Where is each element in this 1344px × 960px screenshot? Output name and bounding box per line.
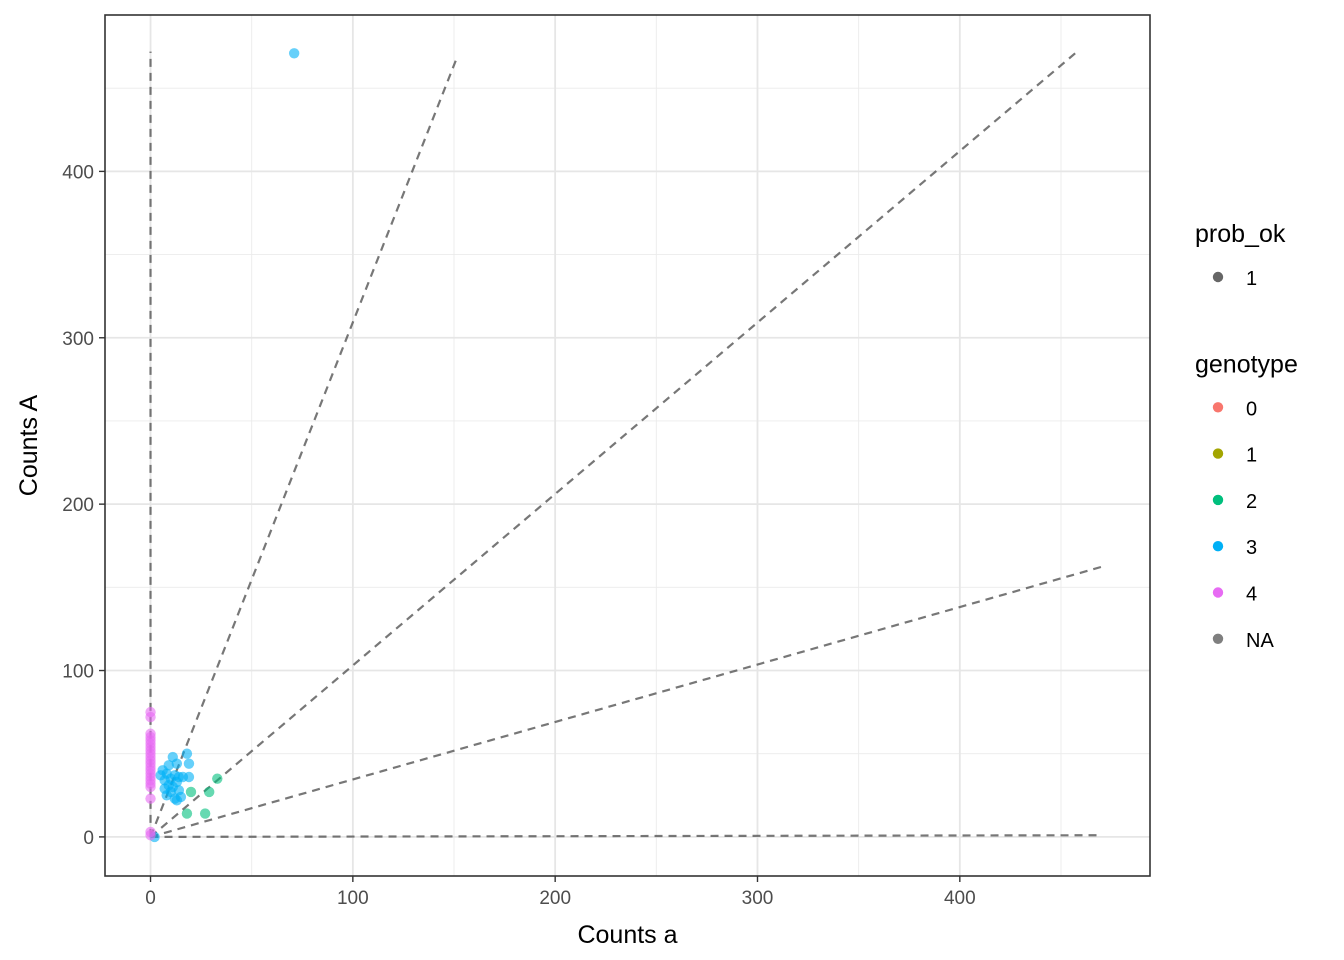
y-axis-title: Counts A — [15, 394, 43, 496]
legend-key — [1212, 271, 1224, 283]
legend-label: 3 — [1246, 537, 1257, 559]
data-point — [288, 48, 300, 59]
legend-key — [1212, 402, 1224, 413]
y-tick-label: 300 — [62, 329, 94, 350]
data-point — [145, 711, 156, 723]
legend-key — [1212, 587, 1224, 598]
x-tick-label: 300 — [742, 888, 774, 909]
y-tick-label: 200 — [62, 495, 94, 516]
data-point — [181, 748, 193, 759]
legend-title: genotype — [1195, 350, 1298, 378]
legend-label: 2 — [1246, 491, 1257, 513]
plot-panel-background — [105, 15, 1150, 876]
x-axis-title: Counts a — [577, 921, 677, 949]
x-tick-label: 0 — [145, 888, 156, 909]
legend-title: prob_ok — [1195, 220, 1286, 248]
grid-minor — [105, 15, 1150, 876]
data-point — [145, 781, 156, 793]
legend-key — [1212, 633, 1224, 644]
data-point — [203, 786, 215, 798]
x-tick-label: 200 — [539, 888, 571, 909]
data-point — [171, 795, 183, 806]
legend-key — [1212, 541, 1224, 552]
x-tick-label: 400 — [944, 888, 976, 909]
y-tick-label: 400 — [62, 162, 94, 183]
legend-key — [1212, 494, 1224, 506]
data-point — [171, 758, 183, 769]
legend-label: NA — [1246, 630, 1274, 652]
legend-label: 1 — [1246, 445, 1257, 467]
legend-label: 0 — [1246, 398, 1257, 420]
y-axis-ticks: 0 100 200 300 400 — [62, 162, 105, 849]
reference-lines — [149, 50, 1106, 839]
plot-panel-border — [104, 14, 1151, 877]
data-points — [145, 48, 300, 843]
reference-line — [150, 834, 1098, 839]
data-point — [145, 793, 156, 804]
reference-line — [149, 50, 1078, 838]
legend-label: 4 — [1246, 584, 1257, 606]
x-tick-label: 100 — [337, 888, 369, 909]
legend-key — [1212, 448, 1224, 459]
data-point — [185, 786, 197, 798]
data-point — [183, 758, 195, 769]
data-point — [181, 808, 193, 819]
reference-line — [150, 564, 1106, 838]
data-point — [161, 790, 172, 801]
data-point — [199, 808, 211, 819]
x-axis-ticks: 0 100 200 300 400 — [145, 876, 976, 909]
legend: prob_ok 1 genotype 0 1 2 3 4 NA — [1195, 220, 1298, 652]
y-tick-label: 0 — [83, 828, 94, 849]
legend-label: 1 — [1246, 268, 1257, 290]
data-point — [145, 830, 156, 841]
data-point — [212, 773, 223, 784]
y-tick-label: 100 — [62, 662, 94, 683]
